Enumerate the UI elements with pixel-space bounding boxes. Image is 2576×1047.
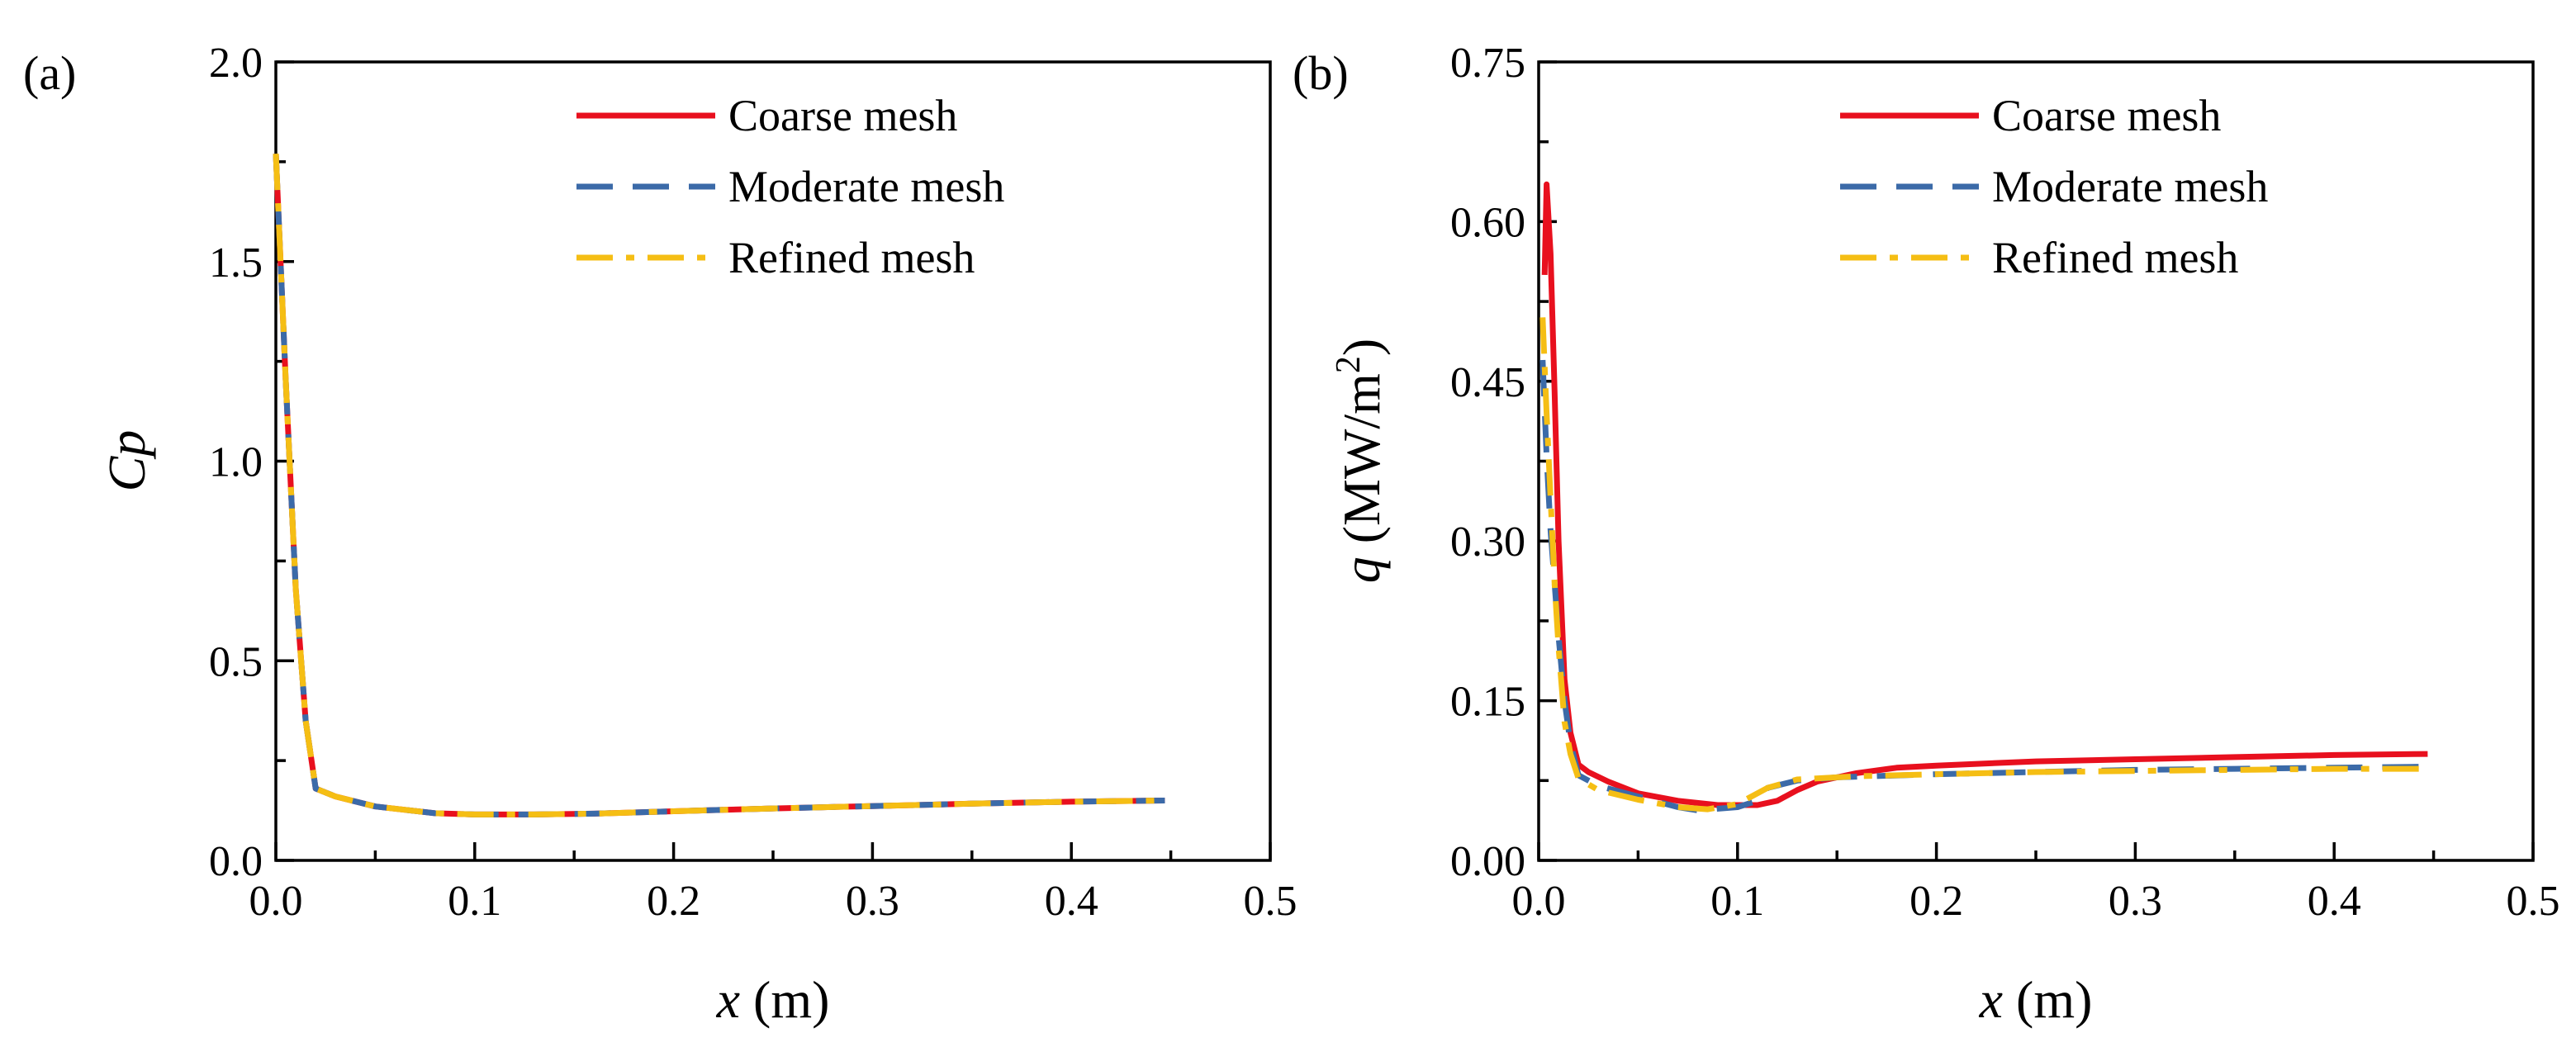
panel-b-xtick-label: 0.1 — [1710, 878, 1764, 925]
panel-a-legend: Coarse mesh Moderate mesh Refined mesh — [576, 91, 1004, 282]
panel-b-legend-label-coarse: Coarse mesh — [1992, 91, 2221, 140]
panel-b-legend-label-refined: Refined mesh — [1992, 233, 2238, 282]
panel-a-tick-labels: 0.0 0.1 0.2 0.3 0.4 0.5 0.0 0.5 1.0 1.5 2.0 — [209, 40, 1297, 925]
panel-a-ticks — [274, 60, 1272, 862]
panel-a-ylabel: Cp — [97, 430, 156, 492]
panel-b-ytick-label: 0.30 — [1450, 519, 1525, 566]
panel-b-ytick-label: 0.00 — [1450, 838, 1525, 885]
panel-b-heatflux-chart: (b) 0.0 0.1 0.2 0.3 0.4 0.50.000.150.300.450.… — [1293, 40, 2560, 1029]
panel-b-ytick-label: 0.75 — [1450, 40, 1525, 87]
panel-a-series-refined — [273, 154, 1165, 817]
panel-b-tick-labels: 0.0 0.1 0.2 0.3 0.4 0.5 0.00 0.15 0.30 0.45 0.60 0.… — [1450, 40, 2560, 925]
panel-b-tag: (b) — [1293, 46, 1349, 100]
panel-a-ytick-label: 0.0 — [209, 838, 263, 885]
panel-a-series-moderate — [273, 154, 1165, 817]
panel-b-series-coarse — [1541, 181, 2428, 808]
panel-a-ytick-label: 1.5 — [209, 239, 263, 287]
panel-a-xtick-label: 0.1 — [448, 878, 501, 925]
panel-b-ticks — [1537, 60, 2535, 862]
panel-a-legend-label-coarse: Coarse mesh — [728, 91, 957, 140]
panel-a-cp-chart: (a) 0.0 0.1 0.2 0.3 0.4 0.5 0.0 0.5 1.0 1.5 2.0 Co… — [23, 40, 1297, 1029]
panel-a-xtick-label: 0.0 — [249, 878, 303, 925]
panel-a-series-coarse — [273, 154, 1165, 817]
panel-a-ytick-label: 1.0 — [209, 439, 263, 486]
panel-b-xtick-label: 0.3 — [2109, 878, 2162, 925]
panel-b-legend: Coarse mesh Moderate mesh Refined mesh — [1840, 91, 2268, 282]
panel-b-series-refined — [1539, 317, 2428, 812]
panel-a-legend-label-refined: Refined mesh — [728, 233, 975, 282]
panel-b-xtick-label: 0.4 — [2308, 878, 2361, 925]
panel-a-tag: (a) — [23, 46, 76, 100]
panel-b-series-moderate — [1539, 359, 2428, 813]
panel-b-xtick-label: 0.0 — [1512, 878, 1566, 925]
panel-b-xtick-label: 0.5 — [2507, 878, 2560, 925]
panel-b-ytick-label: 0.45 — [1450, 359, 1525, 406]
panel-a-series — [273, 154, 1165, 817]
panel-a-xtick-label: 0.5 — [1244, 878, 1297, 925]
panel-a-legend-label-moderate: Moderate mesh — [728, 162, 1004, 211]
panel-a-xlabel: x (m) — [716, 970, 830, 1029]
panel-a-xtick-label: 0.2 — [647, 878, 700, 925]
panel-a-ytick-label: 0.5 — [209, 638, 263, 685]
panel-b-ytick-label: 0.60 — [1450, 199, 1525, 246]
panel-b-series — [1539, 181, 2428, 813]
panel-b-ylabel: q (MW/m2) — [1330, 339, 1391, 584]
panel-b-xtick-label: 0.2 — [1909, 878, 1963, 925]
panel-a-xtick-label: 0.4 — [1045, 878, 1098, 925]
panel-a-ytick-label: 2.0 — [209, 40, 263, 87]
panel-b-ytick-label: 0.15 — [1450, 679, 1525, 726]
panel-b-xlabel: x (m) — [1979, 970, 2093, 1029]
panel-a-xtick-label: 0.3 — [846, 878, 899, 925]
panel-b-legend-label-moderate: Moderate mesh — [1992, 162, 2268, 211]
